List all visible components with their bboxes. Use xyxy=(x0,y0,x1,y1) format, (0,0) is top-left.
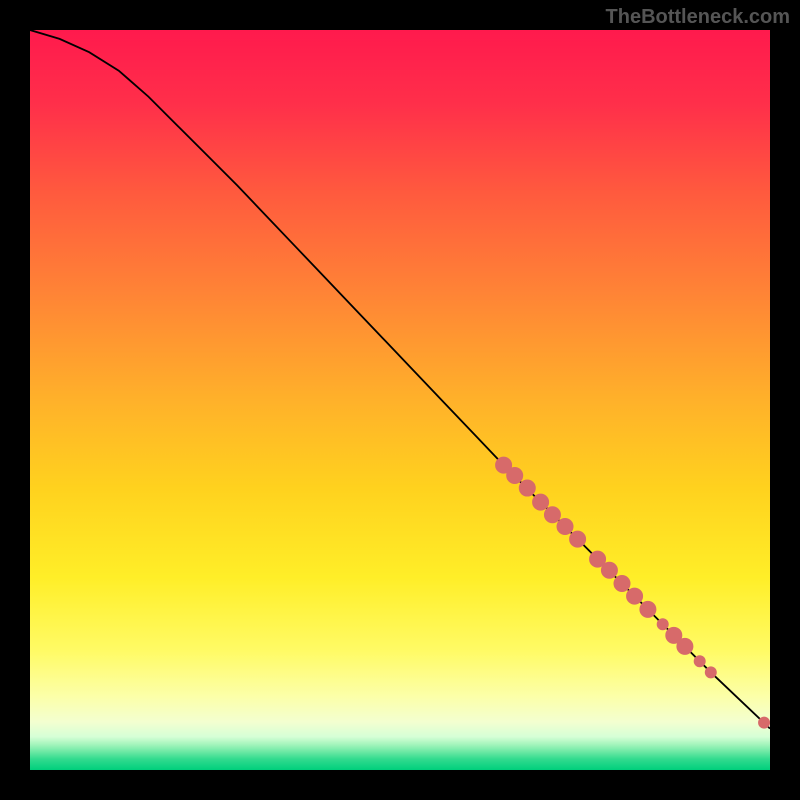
data-marker xyxy=(705,667,716,678)
data-marker xyxy=(544,507,560,523)
data-marker xyxy=(759,717,770,728)
data-marker xyxy=(640,601,656,617)
data-marker xyxy=(627,588,643,604)
watermark-text: TheBottleneck.com xyxy=(606,6,790,29)
data-marker xyxy=(677,638,693,654)
data-marker xyxy=(657,619,668,630)
data-marker xyxy=(519,480,535,496)
data-marker xyxy=(557,519,573,535)
chart-svg xyxy=(30,30,770,770)
data-marker xyxy=(570,531,586,547)
plot-area xyxy=(30,30,770,770)
data-marker xyxy=(614,576,630,592)
data-marker xyxy=(601,562,617,578)
data-marker xyxy=(533,494,549,510)
data-marker xyxy=(694,656,705,667)
marker-group xyxy=(496,457,770,728)
data-marker xyxy=(507,467,523,483)
